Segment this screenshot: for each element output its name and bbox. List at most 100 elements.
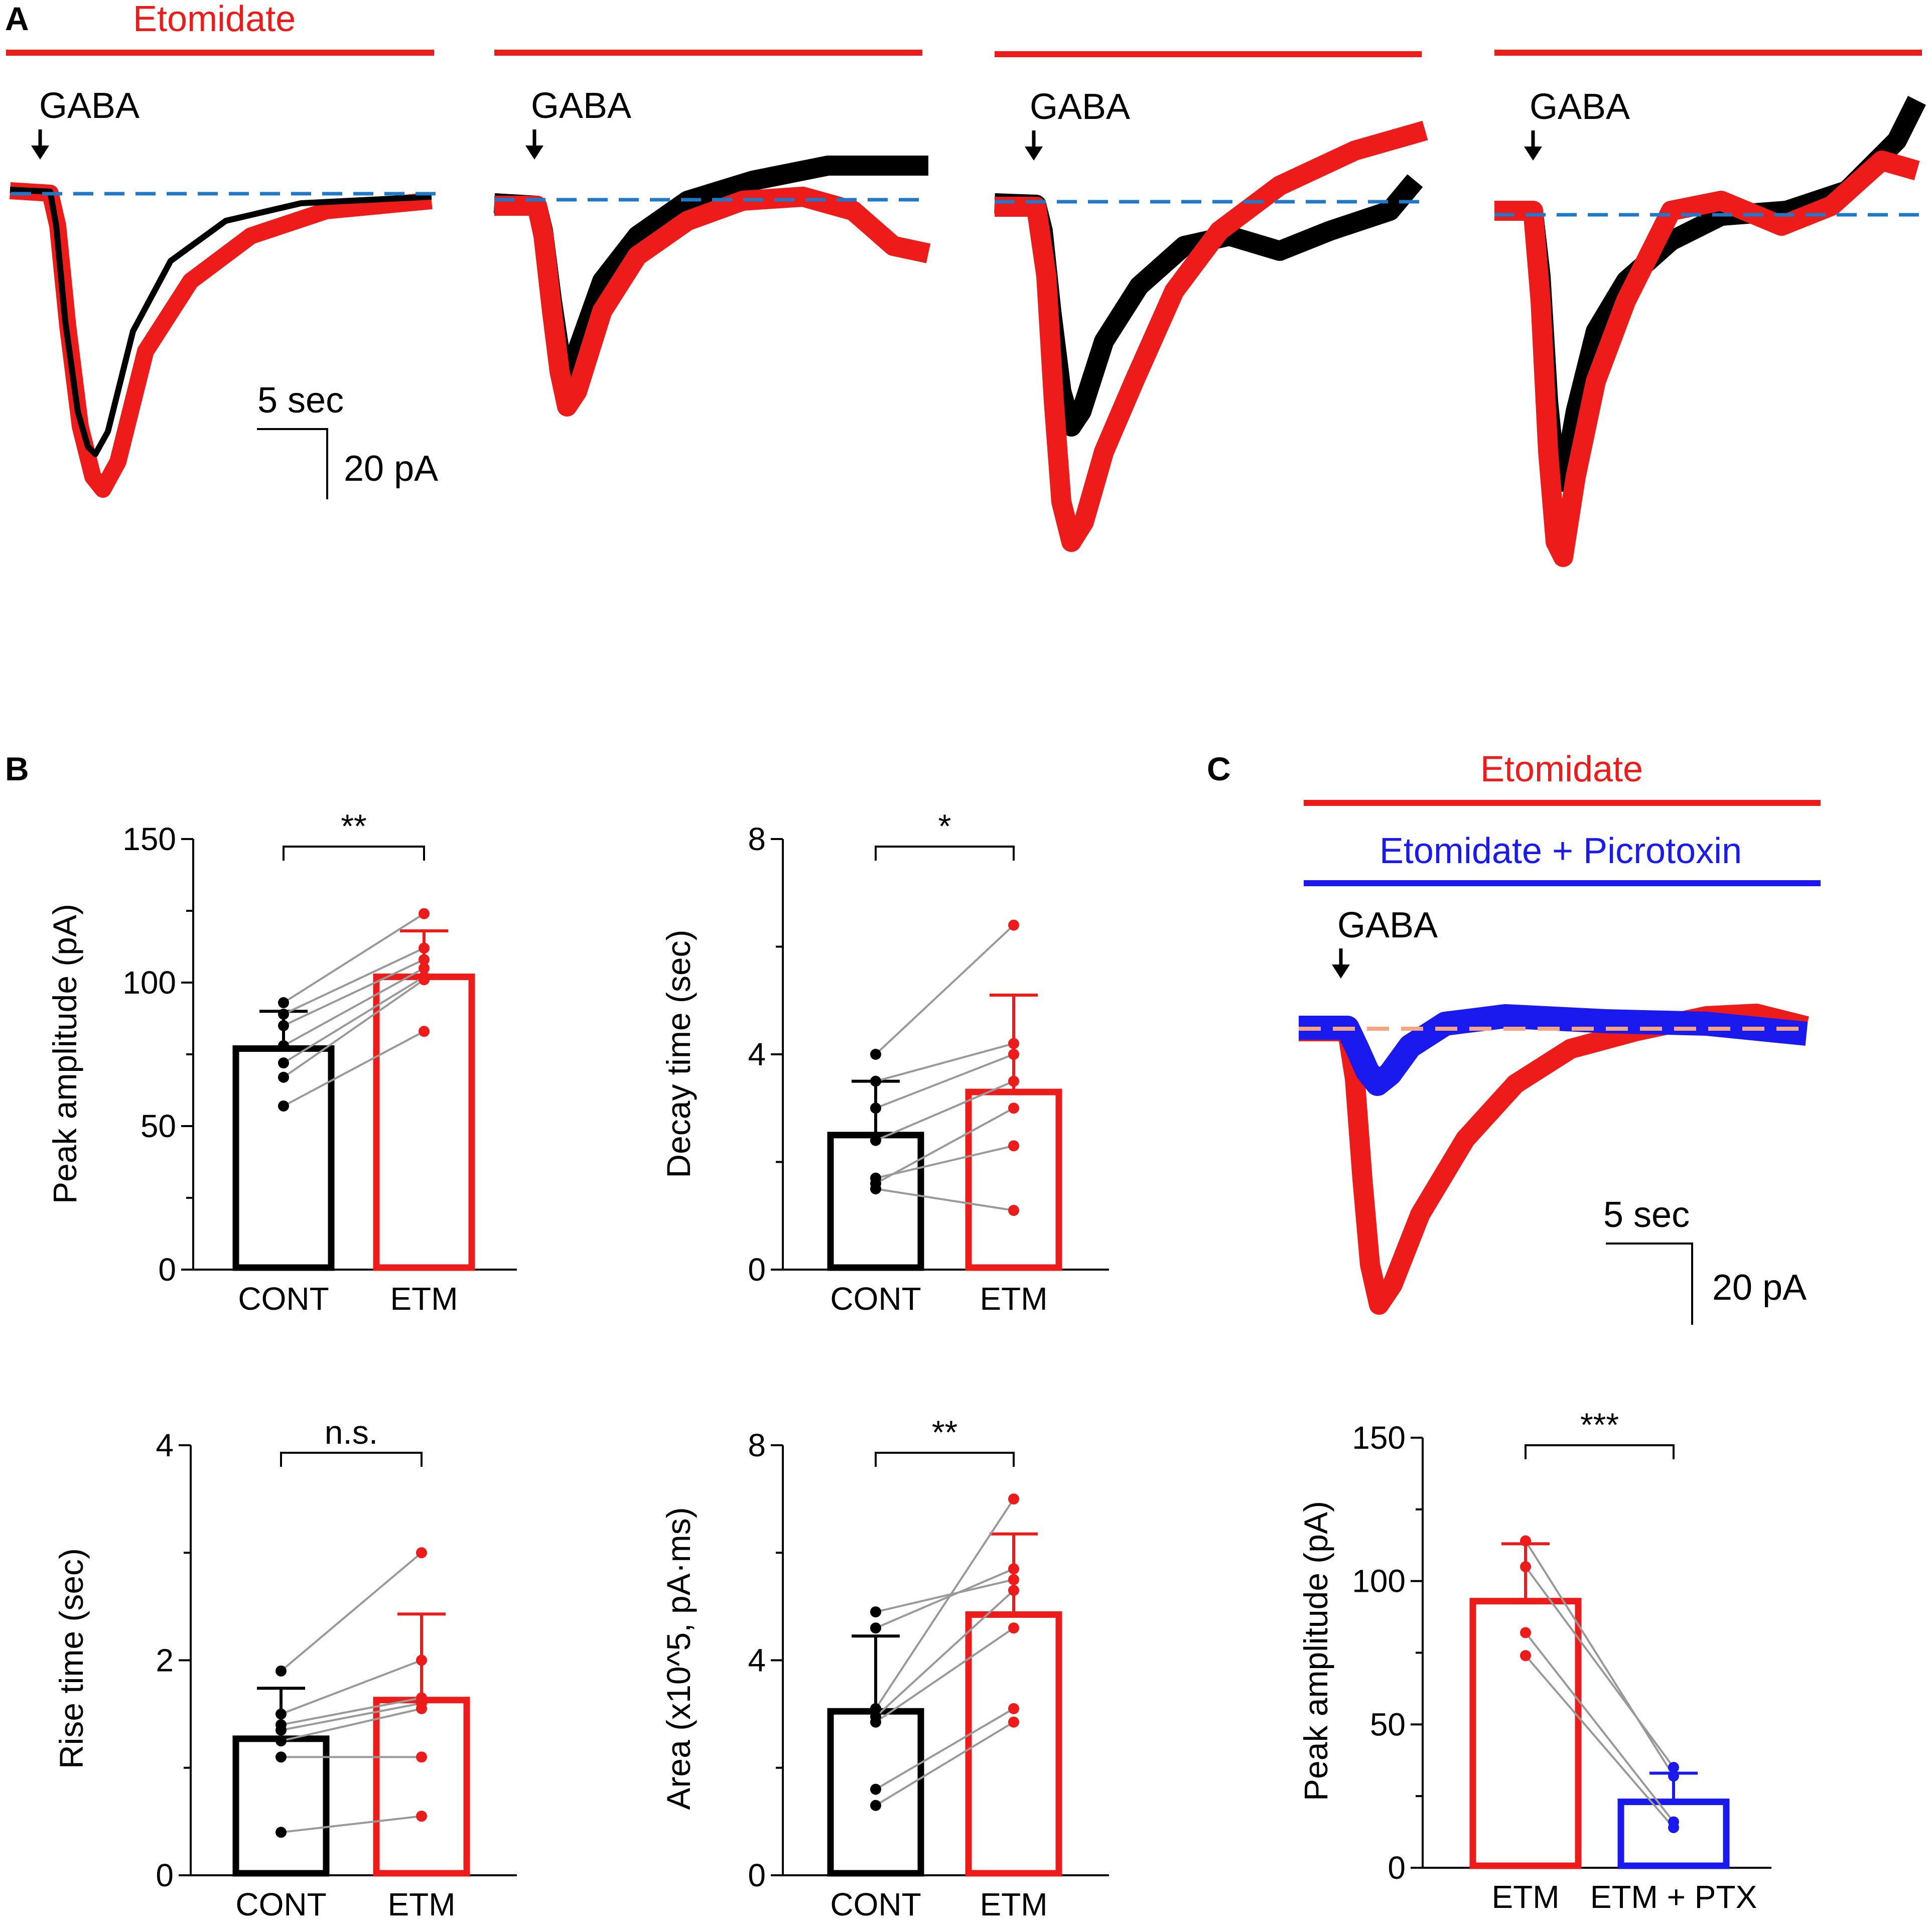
pair-line bbox=[1525, 1566, 1675, 1768]
data-point bbox=[419, 974, 430, 986]
pair-line bbox=[875, 1053, 1014, 1110]
bar-etm bbox=[965, 1611, 1062, 1877]
pair-line bbox=[875, 1107, 1014, 1185]
significance-bracket bbox=[280, 1452, 423, 1467]
pair-line bbox=[875, 1145, 1014, 1179]
bar-cont bbox=[827, 1132, 924, 1271]
significance-label: n.s. bbox=[325, 1414, 378, 1451]
data-point bbox=[419, 962, 430, 974]
pair-line bbox=[875, 924, 1015, 1055]
trace-a1-cont bbox=[10, 187, 432, 457]
data-point bbox=[1008, 1716, 1019, 1728]
y-tick-label: 4 bbox=[748, 1036, 766, 1072]
data-point bbox=[870, 1075, 881, 1087]
data-point bbox=[1008, 919, 1019, 931]
y-tick-label: 50 bbox=[141, 1108, 176, 1144]
y-tick-label: 0 bbox=[748, 1857, 766, 1893]
x-tick-label: ETM + PTX bbox=[1590, 1879, 1757, 1915]
data-point bbox=[416, 1654, 427, 1666]
x-tick-label: ETM bbox=[390, 1281, 458, 1317]
data-point bbox=[1008, 1563, 1019, 1575]
y-tick-label: 150 bbox=[122, 821, 176, 857]
bar-cont bbox=[232, 1735, 330, 1877]
x-tick-label: ETM bbox=[980, 1281, 1047, 1317]
data-point bbox=[419, 954, 430, 965]
pair-line bbox=[283, 913, 425, 1004]
data-point bbox=[1008, 1038, 1019, 1049]
panel-a: A Etomidate GABA GABA GABA GABA bbox=[5, 0, 1926, 567]
gaba-label-a2: GABA bbox=[531, 86, 631, 126]
data-point bbox=[870, 1135, 881, 1146]
y-axis-title: Rise time (sec) bbox=[53, 1548, 90, 1769]
data-point bbox=[419, 908, 430, 919]
significance-label: * bbox=[938, 807, 951, 845]
data-point bbox=[1668, 1762, 1679, 1773]
data-point bbox=[1520, 1650, 1531, 1662]
data-point bbox=[1520, 1627, 1531, 1638]
gaba-arrow-icon bbox=[31, 129, 49, 160]
gaba-label-c: GABA bbox=[1337, 905, 1438, 945]
data-point bbox=[278, 1071, 289, 1083]
gaba-label-a4: GABA bbox=[1530, 87, 1630, 127]
pair-line bbox=[283, 1030, 425, 1107]
panel-c: C Etomidate Etomidate + Picrotoxin GABA … bbox=[1207, 749, 1821, 1915]
panel-c-drug1-label: Etomidate bbox=[1480, 749, 1643, 789]
x-tick-label: CONT bbox=[830, 1281, 921, 1317]
pair-line bbox=[283, 976, 425, 1064]
data-point bbox=[275, 1665, 287, 1677]
data-point bbox=[870, 1049, 881, 1060]
gaba-arrow-icon bbox=[1332, 948, 1350, 979]
y-tick-label: 8 bbox=[748, 1427, 766, 1463]
y-tick-label: 100 bbox=[1352, 1563, 1406, 1599]
trace-group-a3 bbox=[994, 120, 1428, 552]
data-point bbox=[870, 1716, 881, 1728]
scale-current-c: 20 pA bbox=[1712, 1268, 1807, 1308]
data-point bbox=[416, 1811, 427, 1822]
pair-line bbox=[281, 1707, 422, 1742]
significance-label: ** bbox=[932, 1414, 957, 1451]
pair-line bbox=[875, 1627, 1015, 1723]
x-tick-label: CONT bbox=[238, 1281, 329, 1317]
data-point bbox=[416, 1751, 427, 1763]
data-point bbox=[278, 1100, 289, 1112]
data-point bbox=[419, 1026, 430, 1037]
data-point bbox=[416, 1547, 427, 1559]
gaba-label-a3: GABA bbox=[1030, 87, 1130, 127]
y-tick-label: 2 bbox=[156, 1642, 174, 1679]
scale-time-a: 5 sec bbox=[257, 380, 344, 421]
pair-line bbox=[283, 947, 425, 1015]
data-point bbox=[1520, 1561, 1531, 1573]
data-point bbox=[278, 1057, 289, 1069]
x-tick-label: ETM bbox=[980, 1886, 1047, 1922]
data-point bbox=[275, 1735, 287, 1747]
pair-line bbox=[1525, 1654, 1675, 1829]
pair-line bbox=[281, 1659, 422, 1715]
pair-line bbox=[283, 979, 425, 1078]
chart-peak-amplitude: 0 50 100 150 Peak amplitude (pA) CONT ETM ** bbox=[46, 807, 517, 1317]
trace-group-c bbox=[1299, 1004, 1809, 1315]
pair-line bbox=[281, 1697, 422, 1726]
data-point bbox=[1668, 1770, 1679, 1782]
pair-line bbox=[875, 1042, 1014, 1082]
trace-c-ptx bbox=[1299, 1004, 1808, 1096]
pair-line bbox=[281, 1702, 422, 1731]
data-point bbox=[1008, 1622, 1019, 1634]
gaba-arrow-icon bbox=[1025, 130, 1043, 161]
data-point bbox=[870, 1606, 881, 1618]
data-point bbox=[1008, 1049, 1019, 1060]
y-tick-label: 0 bbox=[748, 1252, 766, 1288]
panel-c-letter: C bbox=[1207, 750, 1231, 787]
gaba-markers-a: GABA GABA GABA GABA bbox=[31, 86, 1630, 161]
data-point bbox=[1008, 1574, 1019, 1585]
y-tick-label: 0 bbox=[158, 1252, 176, 1288]
y-axis-title: Decay time (sec) bbox=[660, 929, 697, 1178]
y-tick-label: 8 bbox=[748, 821, 766, 857]
scale-time-c: 5 sec bbox=[1603, 1195, 1690, 1235]
trace-a1-etm bbox=[9, 182, 433, 498]
data-point bbox=[275, 1827, 287, 1838]
chart-peak-amplitude-ptx: 0 50 100 150 Peak amplitude (pA) ETM ETM + PTX… bbox=[1297, 1406, 1771, 1915]
trace-a3-etm bbox=[995, 120, 1428, 552]
data-point bbox=[275, 1708, 287, 1720]
trace-a4-etm bbox=[1494, 151, 1920, 567]
